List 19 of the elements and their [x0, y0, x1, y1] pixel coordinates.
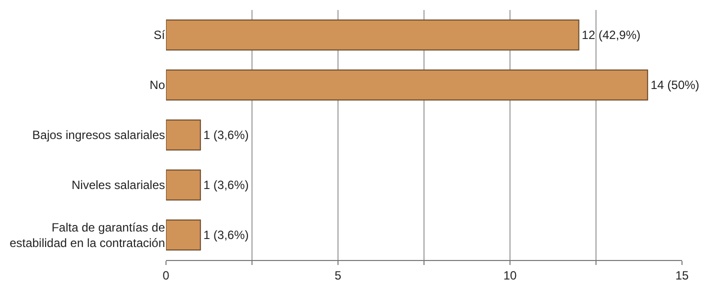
x-tick-label: 5: [334, 268, 342, 282]
x-tick-label: 15: [675, 268, 689, 282]
bar: [166, 170, 201, 200]
x-tick-label: 0: [162, 268, 170, 282]
y-tick-label: Bajos ingresos salariales: [32, 128, 165, 142]
data-label: 1 (3,6%): [203, 128, 249, 142]
data-label: 12 (42,9%): [582, 28, 641, 42]
y-tick-label: No: [150, 78, 166, 92]
y-tick-label: Niveles salariales: [72, 178, 165, 192]
bar: [166, 20, 580, 50]
y-tick-label: Sí: [154, 28, 166, 42]
data-label: 14 (50%): [650, 78, 700, 92]
data-label: 1 (3,6%): [203, 178, 249, 192]
bar: [166, 220, 201, 250]
bar: [166, 70, 648, 100]
data-label: 1 (3,6%): [203, 228, 249, 242]
bar: [166, 120, 201, 150]
y-tick-label: Falta de garantías de estabilidad en la contratación: [10, 220, 166, 250]
x-tick-label: 10: [503, 268, 517, 282]
